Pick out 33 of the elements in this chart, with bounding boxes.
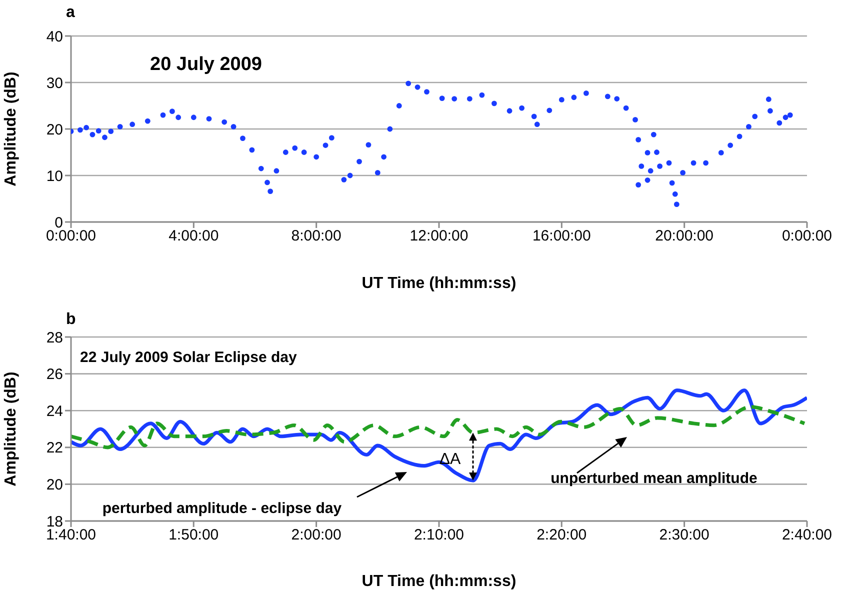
y-tick-label: 20: [46, 476, 63, 494]
y-axis-title: Amplitude (dB): [2, 72, 20, 186]
text: 20 July 2009: [150, 54, 262, 75]
x-tick-label: 2:00:00: [291, 526, 342, 544]
text: 22 July 2009 Solar Eclipse day: [80, 349, 298, 366]
chart-title: a: [66, 4, 75, 21]
x-tick-label: 2:30:00: [659, 526, 710, 544]
y-tick-label: 10: [46, 168, 63, 185]
annotation: unperturbed mean amplitude: [550, 470, 758, 487]
chart-title: b: [66, 311, 76, 328]
x-tick-label: 8:00:00: [291, 228, 342, 245]
annotation: ΔA: [439, 451, 462, 468]
y-axis-title: Amplitude (dB): [2, 372, 20, 486]
x-tick-label: 16:00:00: [532, 228, 591, 245]
x-tick-label: 4:00:00: [168, 228, 219, 245]
y-tick-label: 28: [46, 329, 63, 346]
x-tick-label: 2:40:00: [782, 526, 832, 544]
y-tick-label: 30: [46, 74, 63, 92]
annotation: perturbed amplitude - eclipse day: [102, 500, 342, 517]
y-tick-label: 40: [46, 28, 63, 46]
y-tick-label: 26: [46, 366, 63, 384]
x-tick-label: 2:10:00: [414, 526, 464, 544]
x-tick-label: 12:00:00: [410, 228, 468, 245]
x-axis-title: UT Time (hh:mm:ss): [362, 573, 516, 590]
x-tick-label: 2:20:00: [536, 526, 587, 544]
x-tick-label: 0:00:00: [782, 228, 832, 245]
y-tick-label: 24: [46, 402, 63, 420]
x-tick-label: 20:00:00: [655, 228, 714, 245]
x-axis-title: UT Time (hh:mm:ss): [362, 275, 516, 292]
x-tick-label: 1:50:00: [168, 526, 219, 544]
y-tick-label: 20: [46, 121, 63, 138]
line-series: [71, 405, 806, 450]
y-tick-label: 22: [46, 440, 63, 457]
